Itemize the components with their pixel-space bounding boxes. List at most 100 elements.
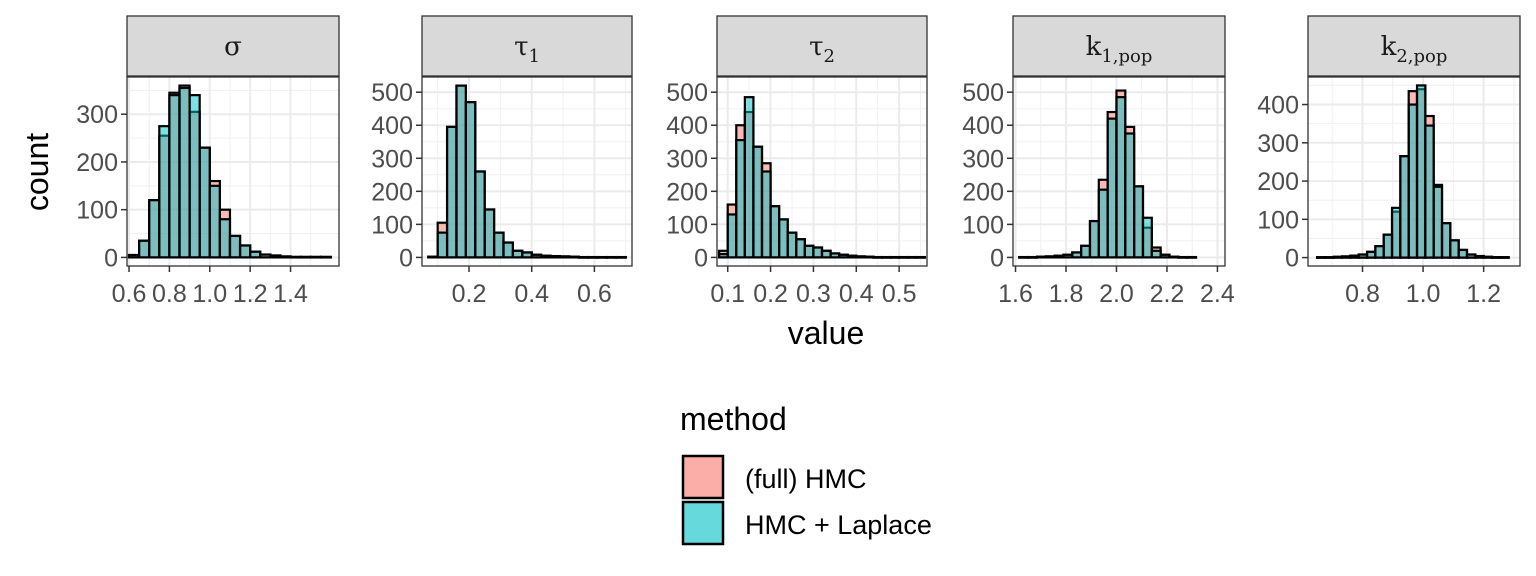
histogram-bar [502,241,514,259]
histogram-bar [127,253,141,259]
y-tick-label: 300 [1257,130,1299,158]
histogram-bar [898,255,909,259]
histogram-bar [1062,253,1074,259]
x-tick-label: 0.6 [112,280,147,308]
legend: method (full) HMC HMC + Laplace [680,401,932,546]
histogram-bar [795,238,806,259]
histogram-bar [188,94,201,259]
x-tick-label: 2.4 [1200,280,1235,308]
y-tick-label: 0 [694,244,708,272]
y-tick-label: 200 [962,178,1004,206]
facet-panel-1: σ 0 100 200 300 0.6 0.8 1.0 1.2 1.4 [76,15,340,308]
y-tick-label: 100 [962,211,1004,239]
histogram-bar [760,170,772,259]
histogram-bar [735,139,746,259]
histogram-bar [605,255,618,259]
histogram-bar [880,255,892,259]
histogram-bar [474,170,486,259]
facet-strip-background [716,15,928,77]
histogram-bar [1465,253,1477,259]
histogram-bar [1106,117,1118,259]
histogram-bar [1440,222,1452,259]
y-tick-label: 0 [990,244,1004,272]
x-tick-label: 0.4 [514,280,549,308]
histogram-bar [1340,255,1352,259]
histogram-bar [1324,256,1335,259]
y-tick-label: 300 [76,101,118,129]
histogram-bar [1159,253,1171,259]
y-tick-label: 200 [666,178,708,206]
legend-title: method [680,401,787,437]
histogram-bar [855,255,866,259]
facet-strip-label: τ1 [514,32,540,67]
histogram-bar [1053,254,1065,259]
x-tick-label: 0.1 [710,280,745,308]
histogram-bar [752,145,764,259]
histogram-bar [427,255,439,259]
histogram-bar [540,254,552,259]
histogram-bar [279,255,292,259]
panel-border [716,76,928,267]
histogram-bar [615,255,627,259]
histogram-bar [596,255,609,259]
histogram-bar [1499,256,1510,259]
histogram-bar [1432,185,1444,259]
histogram-bar [238,244,252,259]
y-tick-label: 200 [371,178,413,206]
y-tick-label: 100 [76,197,118,225]
y-tick-label: 200 [1257,168,1299,196]
histogram-bar [309,255,322,259]
histogram-bar [289,255,302,259]
y-tick-label: 300 [962,145,1004,173]
x-tick-label: 2.0 [1099,280,1134,308]
facet-strip-label: σ [224,32,242,62]
facet-strip-background [126,15,340,77]
y-tick-label: 100 [371,211,413,239]
histogram-bar [299,255,312,259]
histogram-bar [1474,254,1485,259]
x-tick-label: 1.0 [1406,280,1441,308]
facet-strip-background [421,15,633,77]
legend-label-hmc-laplace: HMC + Laplace [745,510,932,540]
histogram-bar [1457,248,1469,259]
histogram-bar [1315,256,1327,259]
histogram-bar [1018,255,1030,259]
histogram-bar [1141,216,1153,259]
histogram-bar [1133,185,1145,259]
x-tick-label: 0.6 [577,280,612,308]
histogram-bar [829,252,841,259]
histogram-bar [1177,255,1189,259]
histogram-bar [436,231,449,259]
histogram-bar [208,184,221,259]
x-tick-label: 0.2 [753,280,788,308]
facet-panel-3: τ2 0 100 200 300 400 500 0.1 0.2 0.3 0.4 0.5 [666,15,928,308]
y-tick-label: 500 [371,79,413,107]
y-tick-label: 500 [666,79,708,107]
facet-strip-label: k1,pop [1086,32,1153,67]
histogram-bar [726,213,738,259]
histogram-bar [1449,239,1460,259]
panel-border [126,76,340,267]
histogram-bar [906,255,918,259]
histogram-bar [168,94,181,259]
y-tick-label: 300 [371,145,413,173]
histogram-bar [158,125,171,259]
legend-label-full-hmc: (full) HMC [745,464,867,494]
facet-panel-2: τ1 0 100 200 300 400 500 0.2 0.4 0.6 [371,15,633,308]
histogram-bar [1332,255,1344,259]
histogram-bar [1027,255,1039,259]
histogram-bar [1374,245,1385,259]
histogram-bar [568,255,580,259]
histogram-bar [587,255,599,259]
histogram-bar [319,255,333,259]
facet-panel-5: k2,pop 0 100 200 300 400 0.8 1.0 1.2 [1257,15,1521,308]
histogram-bar [1124,132,1136,259]
histogram-bar [138,239,151,259]
facet-strip-label: k2,pop [1381,32,1448,67]
panel-border [1012,76,1226,267]
histogram-bar [1088,219,1100,259]
x-tick-label: 0.8 [152,280,187,308]
y-tick-label: 100 [666,211,708,239]
